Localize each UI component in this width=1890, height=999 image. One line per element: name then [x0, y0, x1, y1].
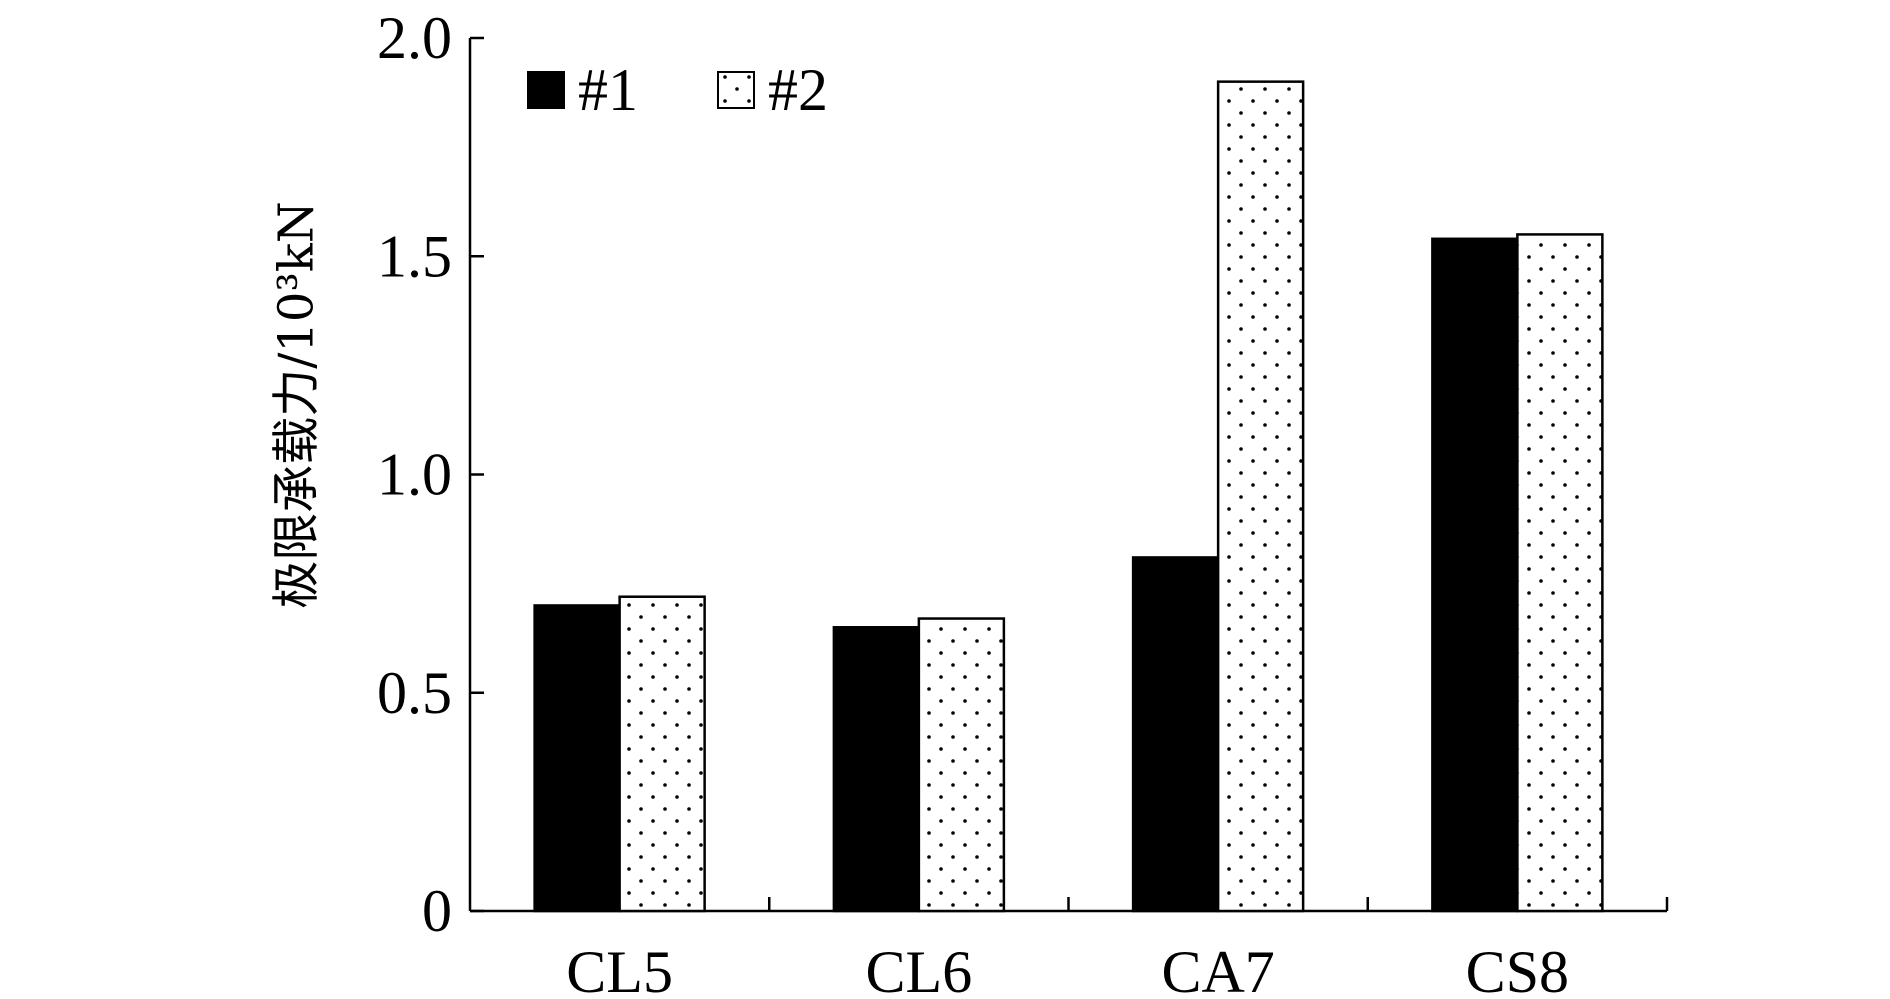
legend: #1 #2	[527, 57, 828, 123]
y-tick-label-1: 0.5	[377, 660, 452, 726]
y-axis-title: 极限承载力/10³kN	[269, 201, 325, 609]
x-tick-label-cl6: CL6	[866, 939, 973, 999]
bar-cl6-series-1	[832, 626, 921, 913]
bars	[533, 80, 1604, 913]
x-tick-label-cl5: CL5	[566, 939, 673, 999]
x-ticks: CL5 CL6 CA7 CS8	[566, 897, 1669, 999]
y-tick-label-2: 1.0	[377, 442, 452, 508]
legend-label-series-1: #1	[578, 57, 638, 123]
legend-swatch-series-2	[717, 71, 755, 109]
x-tick-label-cs8: CS8	[1466, 939, 1569, 999]
bar-cl5-series-1	[533, 604, 621, 913]
bar-cl5-series-2	[618, 595, 706, 913]
bar-cl6-series-2	[917, 617, 1006, 913]
y-tick-label-0: 0	[422, 878, 452, 944]
x-tick-label-ca7: CA7	[1161, 939, 1274, 999]
bar-cs8-series-1	[1431, 237, 1519, 913]
bar-ca7-series-2	[1216, 80, 1305, 913]
bar-cs8-series-2	[1516, 233, 1604, 913]
y-ticks: 0 0.5 1.0 1.5 2.0	[377, 5, 484, 944]
bar-ca7-series-1	[1131, 556, 1220, 913]
legend-swatch-series-1	[527, 71, 565, 109]
y-tick-label-4: 2.0	[377, 5, 452, 71]
y-tick-label-3: 1.5	[377, 223, 452, 289]
legend-label-series-2: #2	[768, 57, 828, 123]
